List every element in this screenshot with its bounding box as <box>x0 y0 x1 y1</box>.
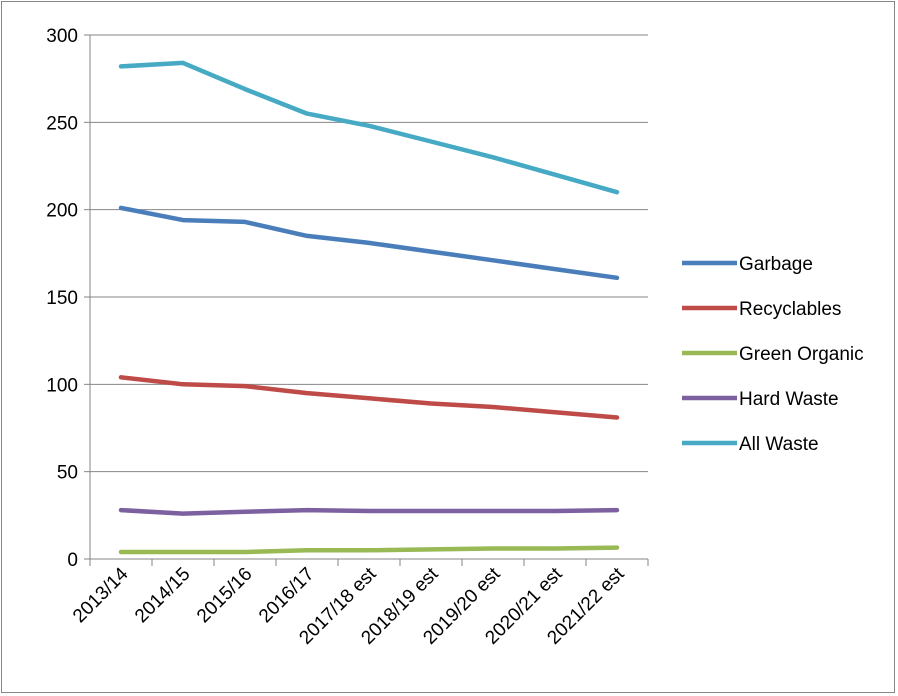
x-tick-label: 2015/16 <box>193 564 256 627</box>
legend: Garbage Recyclables Green Organic Hard Wast… <box>682 254 864 455</box>
legend-item: Garbage <box>682 254 813 275</box>
y-tick-label: 200 <box>46 201 78 222</box>
y-tick-label: 50 <box>57 463 78 484</box>
series-line-all-waste <box>118 60 620 195</box>
legend-label: Hard Waste <box>739 389 839 410</box>
legend-label: Green Organic <box>739 344 864 365</box>
gridlines <box>90 34 648 473</box>
series-line-garbage <box>118 205 620 281</box>
x-tick-label: 2014/15 <box>131 564 194 627</box>
legend-item: Hard Waste <box>682 389 839 410</box>
y-tick-label: 150 <box>46 288 78 309</box>
series-line-green-organic <box>118 545 620 555</box>
y-tick-label: 300 <box>46 26 78 47</box>
legend-item: Green Organic <box>682 344 864 365</box>
x-tick-label: 2013/14 <box>69 563 133 627</box>
y-tick-label: 100 <box>46 375 78 396</box>
y-tick-label: 250 <box>46 113 78 134</box>
x-tick-label: 2016/17 <box>255 564 318 627</box>
legend-label: Recyclables <box>739 299 841 320</box>
legend-label: All Waste <box>739 434 819 455</box>
legend-item: All Waste <box>682 434 819 455</box>
legend-label: Garbage <box>739 254 813 275</box>
y-axis-tick-labels: 0 50 100 150 200 250 300 <box>46 26 78 571</box>
y-tick-label: 0 <box>67 550 78 571</box>
series-lines <box>118 60 620 555</box>
series-line-hard-waste <box>118 507 620 516</box>
axes <box>84 34 649 566</box>
series-line-recyclables <box>118 375 620 420</box>
legend-item: Recyclables <box>682 299 841 320</box>
